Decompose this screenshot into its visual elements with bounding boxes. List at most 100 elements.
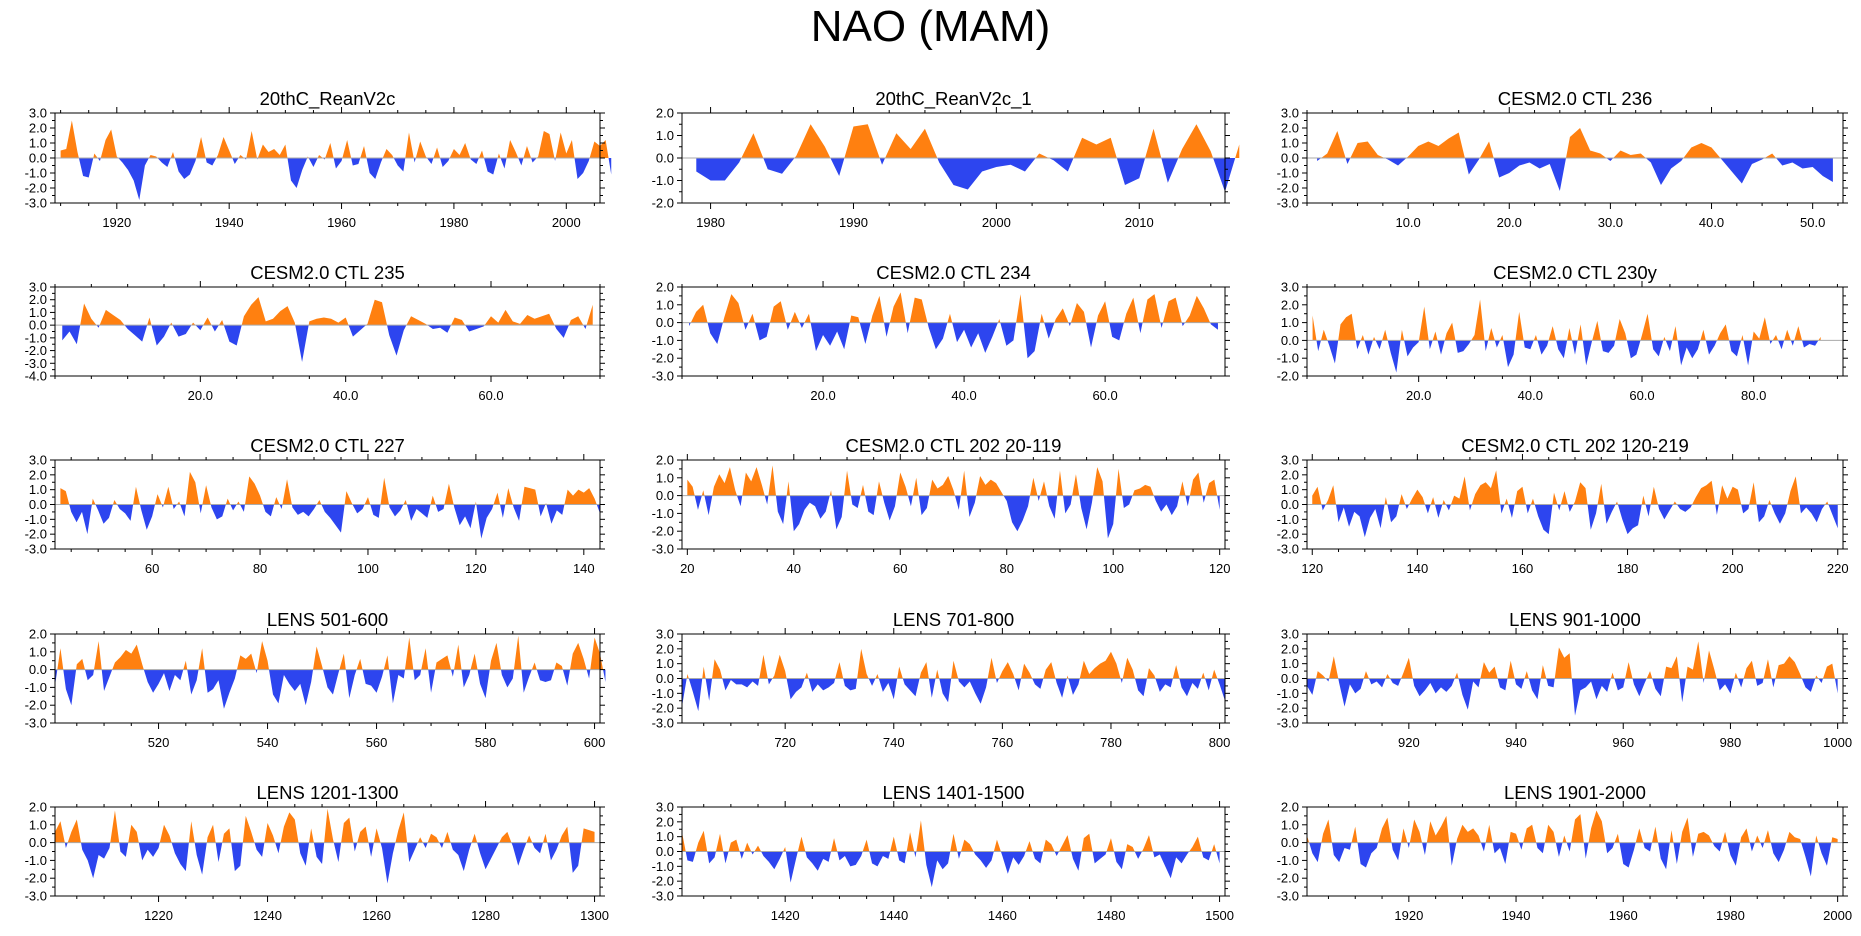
xtick-label: 1220 [144,908,173,923]
ytick-label: -1.0 [652,173,674,188]
ytick-label: 3.0 [1281,106,1299,121]
xtick-label: 2000 [552,215,581,230]
chart-panel-14: LENS 1401-1500 3.02.01.00.0-1.0-2.0-3.0 14… [652,782,1234,923]
xtick-label: 1500 [1205,908,1234,923]
ytick-label: 0.0 [29,835,47,850]
positive-area [696,124,1240,158]
xtick-label: 40.0 [951,388,976,403]
ytick-label: 0.0 [1281,835,1299,850]
xtick-label: 180 [1617,561,1639,576]
positive-area [1307,810,1838,843]
ytick-label: 0.0 [1281,671,1299,686]
ytick-label: 2.0 [656,106,674,121]
xtick-label: 120 [1209,561,1231,576]
negative-area [1312,504,1838,538]
ytick-label: 2.0 [29,292,47,307]
ytick-label: 1.0 [29,644,47,659]
ytick-label: 1.0 [1281,656,1299,671]
xtick-label: 560 [366,735,388,750]
xtick-label: 60.0 [1629,388,1654,403]
xtick-label: 760 [992,735,1014,750]
chart-panel-13: LENS 1201-1300 2.0 1.0 0.0 -1.0 -2.0 -3.0 1220 1… [25,782,609,923]
xtick-label: 1300 [580,908,609,923]
ytick-label: -2.0 [25,871,47,886]
xtick-label: 20.0 [1406,388,1431,403]
panel-title: LENS 901-1000 [1509,609,1641,630]
chart-panel-1: 20thC_ReanV2c 3.02.01.00.0-1.0-2.0-3.0 192… [25,88,612,230]
xtick-label: 220 [1827,561,1849,576]
xtick-label: 1920 [102,215,131,230]
ytick-label: -1.0 [652,859,674,874]
xtick-label: 100 [1102,561,1124,576]
panel-title: CESM2.0 CTL 230y [1493,262,1658,283]
ytick-label: 0.0 [29,151,47,166]
xtick-label: 1990 [839,215,868,230]
positive-area [1312,470,1838,505]
xtick-label: 540 [257,735,279,750]
panel-title: 20thC_ReanV2c_1 [875,88,1031,110]
ytick-label: 2.0 [29,800,47,815]
panel-title: CESM2.0 CTL 202 20-119 [846,435,1062,456]
ytick-label: 1.0 [29,817,47,832]
xtick-label: 2000 [1823,908,1852,923]
ytick-label: -1.0 [25,853,47,868]
negative-area [682,678,1225,712]
xtick-label: 100 [357,561,379,576]
xtick-label: 740 [883,735,905,750]
negative-area [1312,340,1821,373]
ytick-label: 0.0 [1281,333,1299,348]
negative-area [1307,842,1838,877]
ytick-label: 1.0 [29,482,47,497]
ytick-label: 0.0 [656,151,674,166]
ytick-label: 3.0 [29,106,47,121]
ytick-label: 3.0 [29,453,47,468]
chart-panel-8: CESM2.0 CTL 202 20-119 2.0 1.0 0.0 -1.0 -2.0 -… [652,435,1231,576]
positive-area [682,648,1225,679]
xtick-label: 780 [1100,735,1122,750]
ytick-label: 0.0 [29,497,47,512]
ytick-label: -3.0 [25,889,47,904]
panel-title: CESM2.0 CTL 234 [876,262,1031,283]
ytick-label: 2.0 [29,627,47,642]
ytick-label: 2.0 [656,641,674,656]
ytick-label: 0.0 [1281,151,1299,166]
xtick-label: 20.0 [188,388,213,403]
ytick-label: -2.0 [1277,871,1299,886]
chart-panel-12: LENS 901-1000 3.02.01.00.0-1.0-2.0-3.0 920… [1277,609,1853,750]
xtick-label: 1280 [471,908,500,923]
ytick-label: -3.0 [25,542,47,557]
negative-area [62,325,593,363]
ytick-label: 2.0 [29,467,47,482]
chart-panel-2: 20thC_ReanV2c_1 2.0 1.0 0.0 -1.0 -2.0 1980 1990… [652,88,1240,230]
negative-area [60,158,612,200]
positive-area [1317,128,1833,158]
panel-title: LENS 1201-1300 [257,782,399,803]
negative-area [689,322,1218,359]
panel-title: LENS 701-800 [893,609,1014,630]
xtick-label: 2010 [1125,215,1154,230]
ytick-label: 0.0 [656,671,674,686]
negative-area [55,842,595,884]
xtick-label: 80 [253,561,267,576]
ytick-label: -1.0 [1277,853,1299,868]
negative-area [696,158,1240,192]
panel-title: CESM2.0 CTL 227 [250,435,405,456]
ytick-label: -1.0 [652,506,674,521]
ytick-label: -2.0 [652,196,674,211]
xtick-label: 40 [787,561,801,576]
xtick-label: 580 [475,735,497,750]
ytick-label: 1.0 [656,470,674,485]
ytick-label: 1.0 [1281,315,1299,330]
ytick-label: -2.0 [1277,369,1299,384]
panel-title: CESM2.0 CTL 202 120-219 [1461,435,1689,456]
ytick-label: -2.0 [25,181,47,196]
xtick-label: 60 [893,561,907,576]
positive-area [62,297,593,326]
ytick-label: 1.0 [1281,136,1299,151]
xtick-label: 1980 [439,215,468,230]
chart-panel-4: CESM2.0 CTL 235 3.02.01.00.0-1.0-2.0-3.0-… [25,262,605,403]
positive-area [55,808,595,843]
ytick-label: 1.0 [656,829,674,844]
ytick-label: -3.0 [25,716,47,731]
xtick-label: 600 [584,735,606,750]
